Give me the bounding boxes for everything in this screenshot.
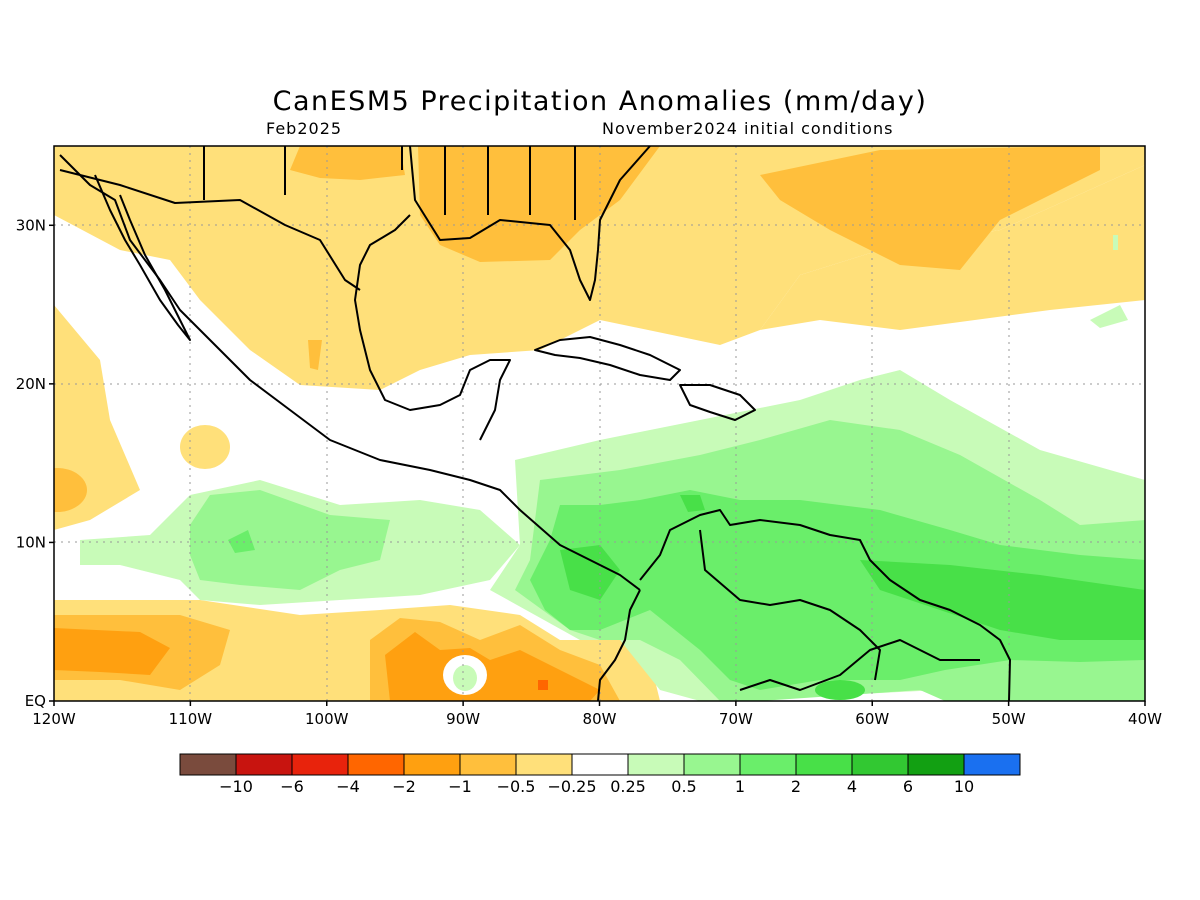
border-venezuela	[699, 529, 881, 681]
colorbar-label: 0.5	[671, 777, 696, 796]
colorbar-label: −0.5	[497, 777, 536, 796]
colorbar-label: −4	[336, 777, 360, 796]
coastline-baja	[94, 174, 191, 341]
colorbar-label: 4	[847, 777, 857, 796]
forecast-month: Feb2025	[266, 119, 343, 138]
colorbar-swatch	[739, 753, 797, 776]
coastlines	[59, 145, 1011, 702]
initial-conditions-label: November2024 initial conditions	[602, 119, 894, 138]
colorbar-swatch	[683, 753, 741, 776]
colorbar-label: −2	[392, 777, 416, 796]
colorbar-swatch	[179, 753, 237, 776]
colorbar-swatch	[403, 753, 461, 776]
colorbar-label: −6	[280, 777, 304, 796]
x-tick-label: 40W	[1128, 710, 1162, 728]
colorbar-label: 2	[791, 777, 801, 796]
dry-region-mexico	[290, 146, 405, 180]
x-tick-label: 60W	[855, 710, 889, 728]
colorbar-label: 10	[954, 777, 974, 796]
map-title: CanESM5 Precipitation Anomalies (mm/day)	[272, 86, 928, 117]
colorbar-swatch	[851, 753, 909, 776]
colorbar: −10 −6 −4 −2 −1 −0.5 −0.25 0.25 0.5 1 2 4 6 10	[179, 753, 1021, 796]
colorbar-label: 0.25	[610, 777, 646, 796]
x-axis-ticks: 120W 110W 100W 90W 80W 70W 60W 50W 40W	[32, 701, 1162, 728]
colorbar-label: −10	[219, 777, 253, 796]
y-tick-label: EQ	[25, 692, 46, 710]
x-tick-label: 50W	[992, 710, 1026, 728]
border-brazil	[739, 639, 980, 691]
coastline-hispaniola	[679, 384, 756, 421]
x-tick-label: 100W	[305, 710, 349, 728]
coastline-colombia-pacific	[597, 589, 641, 702]
coastline-cuba	[534, 336, 681, 381]
y-axis-ticks: EQ 10N 20N 30N	[16, 216, 54, 710]
colorbar-swatch	[963, 753, 1021, 776]
border-us-states	[203, 146, 576, 220]
coastline-south-america	[639, 509, 1011, 702]
dry-spot-west	[180, 425, 230, 469]
coastline-mexico-pacific	[59, 154, 641, 591]
colorbar-swatch	[459, 753, 517, 776]
y-tick-label: 20N	[16, 375, 46, 393]
coastline-gulf-west	[354, 214, 511, 441]
y-tick-label: 10N	[16, 533, 46, 551]
x-tick-label: 70W	[719, 710, 753, 728]
colorbar-swatch	[907, 753, 965, 776]
dry-region-atlantic	[760, 146, 1100, 270]
colorbar-swatch	[795, 753, 853, 776]
colorbar-swatch	[235, 753, 293, 776]
x-tick-label: 90W	[446, 710, 480, 728]
colorbar-label: 6	[903, 777, 913, 796]
coastline-gulf-of-mexico	[409, 145, 651, 301]
colorbar-swatch	[627, 753, 685, 776]
x-tick-label: 80W	[583, 710, 617, 728]
x-tick-label: 110W	[169, 710, 213, 728]
colorbar-label: 1	[735, 777, 745, 796]
x-tick-label: 120W	[32, 710, 76, 728]
anomaly-field	[54, 146, 1145, 701]
y-tick-label: 30N	[16, 216, 46, 234]
colorbar-swatch	[347, 753, 405, 776]
colorbar-swatch	[571, 753, 629, 776]
colorbar-label: −0.25	[547, 777, 596, 796]
colorbar-swatch	[515, 753, 573, 776]
border-us-mexico	[59, 169, 361, 291]
colorbar-label: −1	[448, 777, 472, 796]
colorbar-swatch	[291, 753, 349, 776]
